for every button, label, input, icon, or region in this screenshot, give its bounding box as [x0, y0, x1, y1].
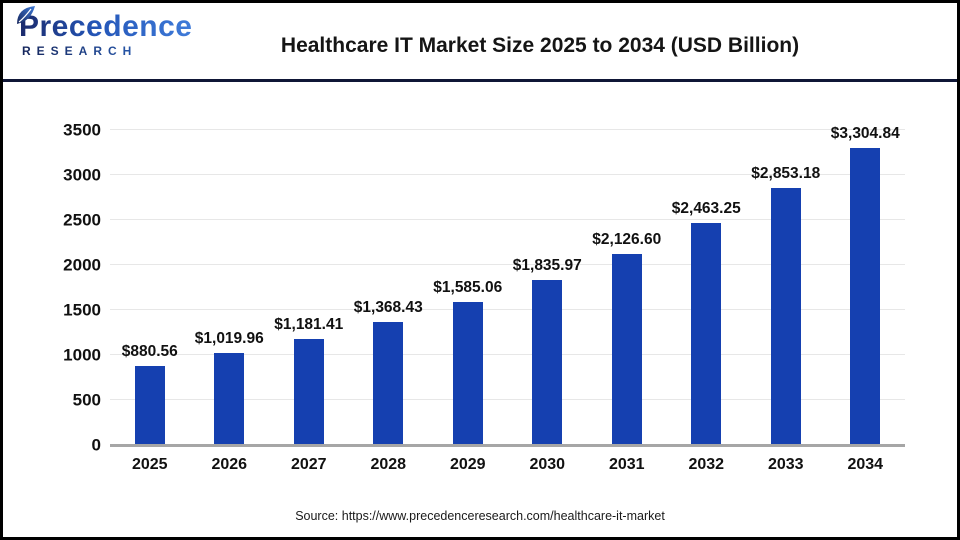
- bar-slot-2027: $1,181.41: [269, 130, 349, 445]
- bar-2026: [214, 353, 245, 445]
- gridline-1500: [110, 309, 905, 310]
- x-tick-label-2031: 2031: [608, 456, 645, 473]
- x-tick-label-2030: 2030: [529, 456, 566, 473]
- bar-slot-2032: $2,463.25: [667, 130, 747, 445]
- gridline-2000: [110, 264, 905, 265]
- bar-slot-2033: $2,853.18: [746, 130, 826, 445]
- gridline-3500: [110, 129, 905, 130]
- y-tick-label-3500: 3500: [63, 120, 101, 140]
- bar-value-label-2027: $1,181.41: [274, 315, 344, 333]
- y-axis: 0 500 1000 1500 2000 2500 3000 3500: [33, 122, 101, 454]
- x-tick-label-2033: 2033: [767, 456, 804, 473]
- y-tick-label-1000: 1000: [63, 345, 101, 365]
- x-axis: 2025 2026 2027 2028 2029 2030 2031 2032 2033 2034: [110, 456, 905, 474]
- y-tick-label-1500: 1500: [63, 300, 101, 320]
- bar-slot-2025: $880.56: [110, 130, 190, 445]
- bar-slot-2028: $1,368.43: [349, 130, 429, 445]
- x-tick-label-2028: 2028: [370, 456, 407, 473]
- bar-2025: [134, 365, 165, 445]
- x-tick-label-2027: 2027: [290, 456, 327, 473]
- x-tick-label-2029: 2029: [449, 456, 486, 473]
- x-tick-label-2025: 2025: [131, 456, 168, 473]
- precedence-research-logo: Precedence RESEARCH: [17, 6, 192, 57]
- gridline-1000: [110, 354, 905, 355]
- source-note: Source: https://www.precedenceresearch.c…: [295, 509, 665, 523]
- bar-2033: [770, 188, 801, 445]
- bar-slot-2026: $1,019.96: [190, 130, 270, 445]
- bar-value-label-2033: $2,853.18: [751, 165, 821, 183]
- bar-slot-2029: $1,585.06: [428, 130, 508, 445]
- bar-2032: [691, 223, 722, 445]
- bar-2030: [532, 279, 563, 445]
- bar-value-label-2030: $1,835.97: [512, 256, 582, 274]
- bar-value-label-2034: $3,304.84: [830, 124, 900, 142]
- bar-2031: [611, 253, 642, 445]
- y-tick-label-2500: 2500: [63, 210, 101, 230]
- gridline-2500: [110, 219, 905, 220]
- bars-container: $880.56 $1,019.96 $1,181.41 $1,368.43 $1,585…: [110, 125, 906, 445]
- bar-2034: [850, 147, 881, 445]
- x-tick-label-2032: 2032: [688, 456, 725, 473]
- bar-value-label-2026: $1,019.96: [194, 330, 264, 348]
- y-tick-label-3000: 3000: [63, 165, 101, 185]
- x-tick-label-2026: 2026: [211, 456, 248, 473]
- bar-value-label-2028: $1,368.43: [353, 298, 423, 316]
- gridline-500: [110, 399, 905, 400]
- bar-value-label-2032: $2,463.25: [671, 200, 741, 218]
- bar-2028: [373, 321, 404, 445]
- x-axis-baseline: [110, 444, 905, 447]
- plot-area: $880.56 $1,019.96 $1,181.41 $1,368.43 $1,585…: [110, 125, 906, 447]
- gridline-3000: [110, 174, 905, 175]
- bar-slot-2034: $3,304.84: [826, 125, 906, 445]
- logo-wordmark: Precedence: [17, 6, 192, 42]
- header: Precedence RESEARCH Healthcare IT Market…: [3, 3, 957, 82]
- bar-value-label-2025: $880.56: [121, 342, 178, 360]
- bar-slot-2031: $2,126.60: [587, 130, 667, 445]
- y-tick-label-2000: 2000: [63, 255, 101, 275]
- y-tick-label-500: 500: [72, 390, 101, 410]
- bar-value-label-2031: $2,126.60: [592, 230, 662, 248]
- bar-value-label-2029: $1,585.06: [433, 279, 503, 297]
- bar-2027: [293, 338, 324, 445]
- y-tick-label-0: 0: [91, 435, 101, 455]
- leaf-icon: [17, 6, 35, 24]
- bar-slot-2030: $1,835.97: [508, 130, 588, 445]
- bar-2029: [452, 302, 483, 445]
- x-tick-label-2034: 2034: [847, 456, 884, 473]
- logo-sub-text: RESEARCH: [22, 45, 192, 57]
- chart-title: Healthcare IT Market Size 2025 to 2034 (…: [280, 34, 800, 57]
